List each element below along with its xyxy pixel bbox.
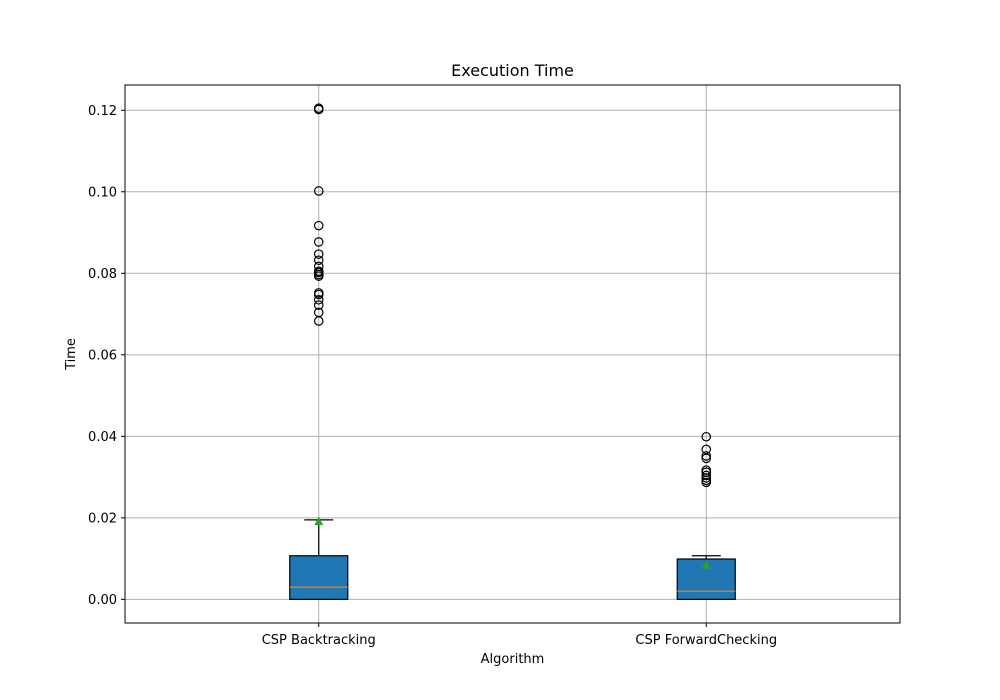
outlier-point xyxy=(313,186,324,196)
outlier-point xyxy=(313,300,324,310)
y-tick-label: 0.12 xyxy=(88,104,117,119)
outlier-point xyxy=(313,266,324,277)
box-plot-group xyxy=(676,431,736,600)
outlier-point xyxy=(313,261,324,272)
axis-ticks: 0.00 0.02 0.04 0.06 0.08 0.10 0.12 CSP Backtrac… xyxy=(88,104,777,648)
outlier-point xyxy=(313,237,324,247)
box-plot-series xyxy=(289,103,736,600)
outlier-point xyxy=(313,288,324,298)
outlier-point xyxy=(313,103,324,114)
y-tick-label: 0.06 xyxy=(88,348,117,363)
y-tick-label: 0.00 xyxy=(88,593,117,608)
outlier-point xyxy=(313,294,324,305)
chart-title: Execution Time xyxy=(451,61,574,80)
outlier-point xyxy=(313,249,324,259)
outlier-point xyxy=(701,431,712,442)
y-tick-label: 0.08 xyxy=(88,267,117,282)
outlier-point xyxy=(701,444,712,455)
outlier-point xyxy=(701,470,712,481)
y-tick-label: 0.02 xyxy=(88,511,117,526)
outlier-point xyxy=(313,307,324,318)
x-axis-title: Algorithm xyxy=(481,652,545,667)
outlier-point xyxy=(701,473,712,483)
grid xyxy=(125,85,900,623)
y-tick-label: 0.10 xyxy=(88,185,117,200)
x-tick-label: CSP ForwardChecking xyxy=(635,633,777,648)
x-tick-label: CSP Backtracking xyxy=(262,633,376,648)
mean-marker xyxy=(701,560,711,569)
outlier-point xyxy=(313,220,324,231)
y-tick-label: 0.04 xyxy=(88,430,117,445)
plot-area-frame xyxy=(124,84,901,624)
box-plot-group xyxy=(289,103,349,600)
iqr-box xyxy=(289,555,349,600)
outlier-point xyxy=(701,465,712,475)
outlier-point xyxy=(701,451,712,461)
y-axis-title: Time xyxy=(64,338,79,371)
mean-marker xyxy=(314,516,324,526)
outlier-point xyxy=(313,255,324,266)
